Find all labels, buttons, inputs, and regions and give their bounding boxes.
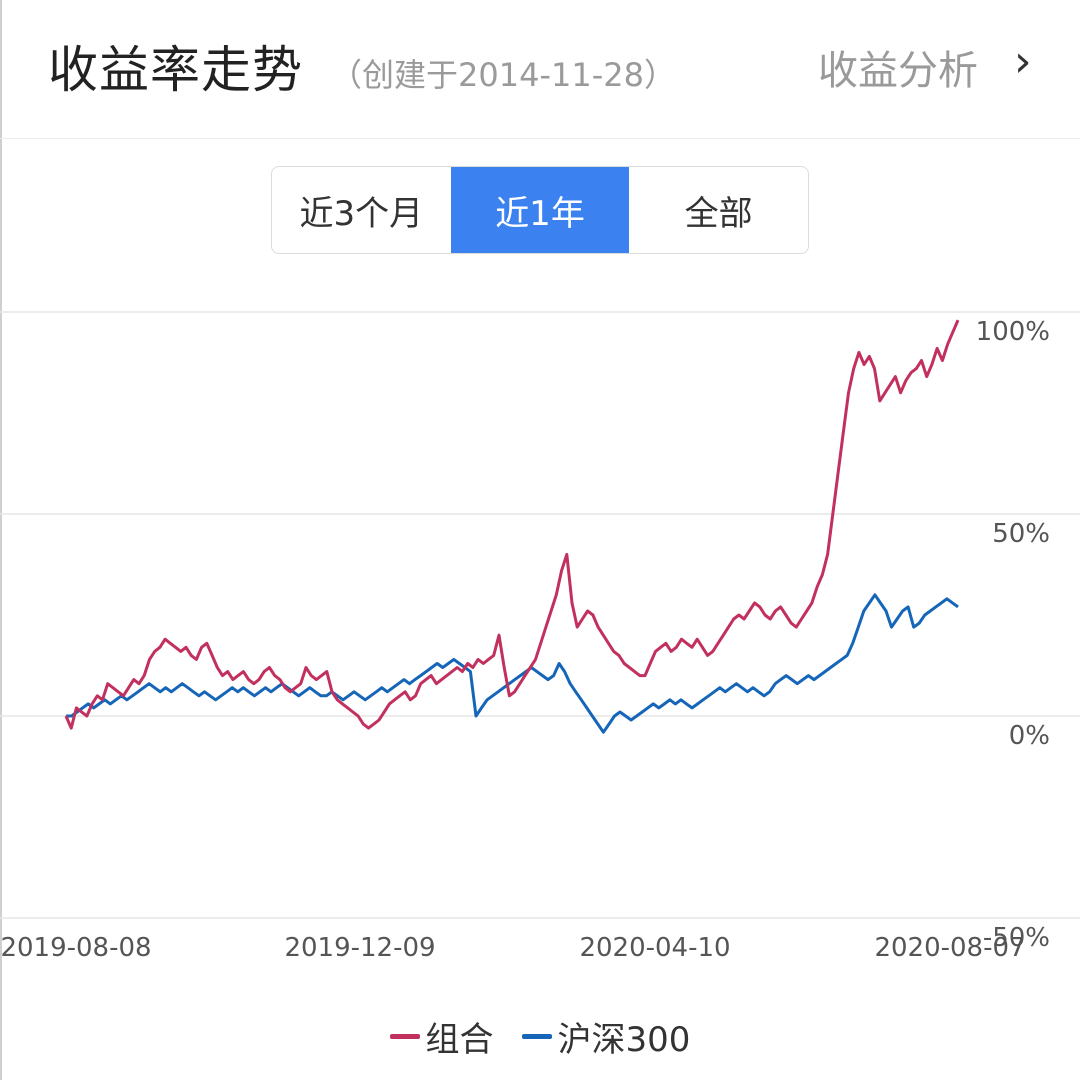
y-tick-label: 50% — [992, 519, 1050, 549]
tab-3-months[interactable]: 近3个月 — [299, 193, 424, 234]
time-range-selector: 近3个月 近1年 全部 — [271, 166, 809, 254]
legend-swatch-benchmark — [521, 1034, 552, 1039]
y-tick-label: 100% — [976, 317, 1050, 347]
x-tick-label: 2019-12-09 — [284, 933, 435, 963]
x-tick-label: 2020-04-10 — [579, 933, 730, 963]
series-line-portfolio — [64, 319, 960, 730]
legend-item-portfolio: 组合 — [389, 1012, 494, 1061]
return-analysis-label: 收益分析 — [818, 48, 978, 94]
x-tick-label: 2019-08-08 — [0, 933, 151, 963]
tab-1-year[interactable]: 近1年 — [450, 167, 630, 253]
return-analysis-link[interactable]: 收益分析 › — [818, 36, 1032, 96]
page-title: 收益率走势 — [48, 41, 303, 99]
series-line-benchmark — [66, 593, 959, 734]
chart-legend: 组合 沪深300 — [0, 1012, 1080, 1061]
y-tick-label: -50% — [983, 923, 1050, 953]
header: 收益率走势 （创建于2014-11-28） 收益分析 › — [0, 0, 1080, 139]
tab-all[interactable]: 全部 — [684, 193, 753, 234]
legend-swatch-portfolio — [389, 1034, 420, 1039]
return-chart: 100% 50% 0% -50% 2019-08-08 2019-12-09 2020-0… — [0, 311, 1080, 963]
creation-date-subtitle: （创建于2014-11-28） — [330, 56, 676, 94]
legend-label-benchmark: 沪深300 — [557, 1020, 691, 1060]
left-edge-line — [0, 0, 2, 1080]
legend-label-portfolio: 组合 — [425, 1020, 494, 1060]
x-tick-label: 2020-08-07 — [874, 933, 1025, 963]
legend-item-benchmark: 沪深300 — [521, 1012, 691, 1061]
y-tick-label: 0% — [1009, 721, 1050, 751]
chevron-right-icon: › — [1014, 36, 1032, 87]
